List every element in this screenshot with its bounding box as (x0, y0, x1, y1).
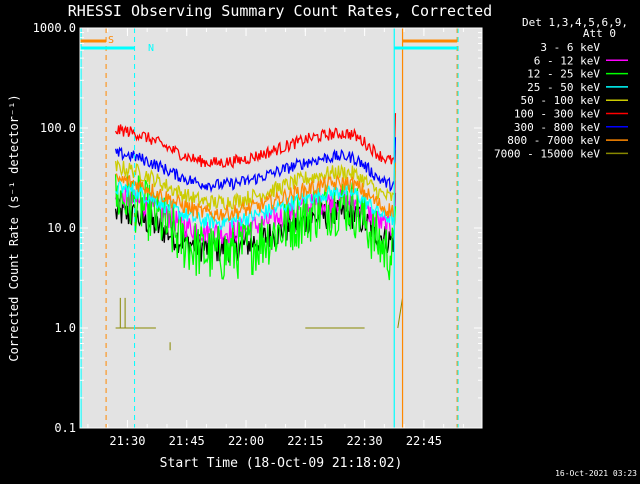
series-line-2 (114, 173, 397, 281)
axis-layer: 0.1 1.0 10.0 100.0 1000.0 21:30 21:45 22:00 22:1… (33, 21, 483, 448)
series-line-7 (115, 162, 397, 223)
series-line-5 (115, 113, 397, 169)
series-line-8 (115, 297, 403, 351)
series-line-1 (114, 180, 397, 245)
legend-label-1: 6 - 12 keV (534, 54, 601, 67)
series-line-6 (114, 137, 397, 194)
legend-label-3: 25 - 50 keV (527, 81, 600, 94)
legend-title-line2: Att 0 (583, 27, 616, 40)
y-axis-label: Corrected Count Rate (s⁻¹ detector⁻¹) (7, 94, 21, 361)
x-tick-label: 22:45 (406, 434, 442, 448)
flag-label-n: N (148, 43, 154, 54)
flag-label-s: S (108, 35, 114, 46)
y-tick-label: 10.0 (47, 221, 76, 235)
legend-title-line1: Det 1,3,4,5,6,9, (522, 16, 628, 29)
x-tick-label: 22:15 (287, 434, 323, 448)
x-tick-label: 21:30 (109, 434, 145, 448)
legend-label-6: 300 - 800 keV (514, 121, 600, 134)
x-axis-label: Start Time (18-Oct-09 21:18:02) (160, 456, 403, 471)
y-tick-label: 0.1 (54, 421, 76, 435)
x-tick-label: 22:00 (228, 434, 264, 448)
y-tick-label: 1.0 (54, 321, 76, 335)
y-tick-label: 1000.0 (33, 21, 76, 35)
timestamp: 16-Oct-2021 03:23 (555, 469, 637, 478)
y-tick-label: 100.0 (40, 121, 76, 135)
series-line-4 (114, 150, 397, 211)
overlay-layer: SN (80, 28, 459, 428)
legend-label-2: 12 - 25 keV (527, 68, 600, 81)
x-tick-label: 22:30 (347, 434, 383, 448)
x-tick-label: 21:45 (169, 434, 205, 448)
legend-label-0: 3 - 6 keV (540, 41, 600, 54)
legend-label-4: 50 - 100 keV (521, 94, 601, 107)
legend-label-7: 800 - 7000 keV (507, 134, 600, 147)
legend-label-5: 100 - 300 keV (514, 108, 600, 121)
legend-label-8: 7000 - 15000 keV (494, 147, 600, 160)
series-layer (114, 113, 403, 351)
chart-title: RHESSI Observing Summary Count Rates, Co… (68, 2, 492, 20)
